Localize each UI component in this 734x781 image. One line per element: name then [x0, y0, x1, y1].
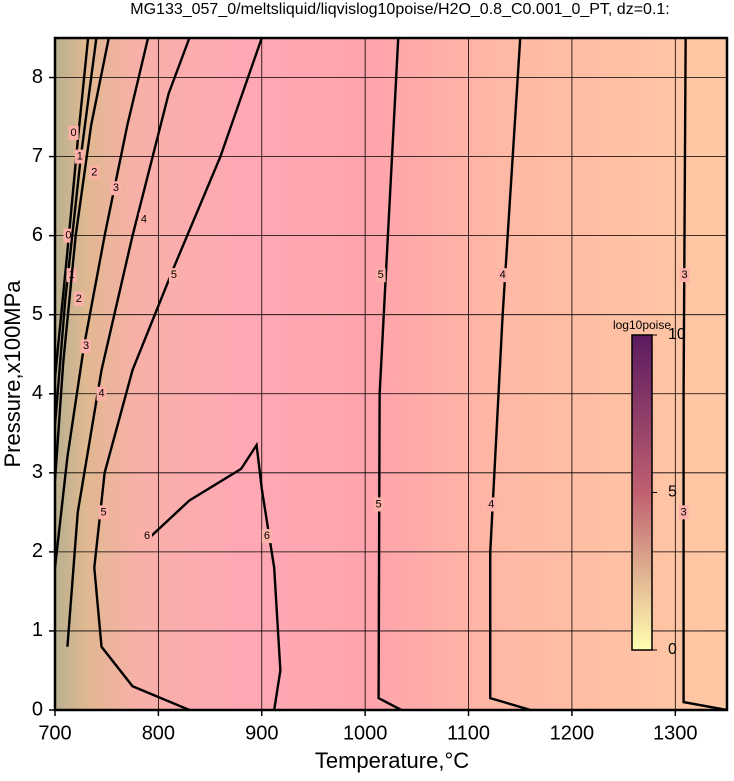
- contour-line: [55, 38, 110, 481]
- contour-label-bg: [497, 268, 508, 283]
- contour-line: [66, 38, 191, 647]
- x-tick-label: 1300: [653, 722, 698, 744]
- contour-label-bg: [261, 529, 272, 544]
- colorbar: [631, 334, 653, 651]
- x-tick-label: 1000: [343, 722, 388, 744]
- contour-label-bg: [486, 497, 497, 512]
- contour-label: 2: [91, 166, 97, 178]
- contour-label-bg: [110, 181, 121, 196]
- contour-label: 4: [500, 269, 506, 281]
- contour-label-bg: [89, 165, 100, 180]
- contour-label-bg: [678, 505, 689, 520]
- x-tick-label: 1200: [550, 722, 595, 744]
- y-tick-label: 1: [32, 619, 43, 641]
- y-tick-label: 2: [32, 540, 43, 562]
- contour-label: 6: [144, 530, 150, 542]
- contour-label: 5: [378, 269, 384, 281]
- x-tick-label: 700: [38, 722, 71, 744]
- contour-label: 0: [71, 127, 77, 139]
- y-tick-label: 7: [32, 145, 43, 167]
- contour-label: 5: [101, 506, 107, 518]
- x-tick-label: 800: [142, 722, 175, 744]
- contour-label: 3: [113, 182, 119, 194]
- contour-label: 2: [76, 293, 82, 305]
- contour-label: 1: [77, 150, 83, 162]
- contour-line: [682, 38, 727, 710]
- contour-label: 6: [264, 530, 270, 542]
- colorbar-label: log10poise: [613, 318, 671, 332]
- y-tick-label: 3: [32, 461, 43, 483]
- y-tick-label: 4: [32, 382, 43, 404]
- x-tick-label: 1100: [447, 722, 490, 744]
- contour-line: [489, 38, 531, 710]
- contour-label-bg: [96, 386, 107, 401]
- colorbar-tick-label: 5: [668, 484, 677, 501]
- y-tick-label: 8: [32, 66, 43, 88]
- y-axis-label: Pressure,x100MPa: [0, 280, 25, 468]
- contour-label-bg: [679, 268, 690, 283]
- contour-label: 3: [681, 506, 687, 518]
- plot-frame: [53, 36, 729, 712]
- contour-label: 0: [65, 230, 71, 242]
- contour-label-bg: [375, 268, 386, 283]
- contour-label: 5: [171, 269, 177, 281]
- colorbar-tick-label: 10: [668, 326, 686, 343]
- contour-label: 4: [98, 388, 104, 400]
- contour-line: [150, 441, 282, 710]
- contour-label: 3: [682, 269, 688, 281]
- contour-line: [93, 38, 263, 710]
- plot-background: [55, 38, 727, 710]
- contour-label-bg: [168, 268, 179, 283]
- contour-label: 4: [141, 214, 147, 226]
- x-axis-label: Temperature,°C: [315, 748, 469, 773]
- contour-label: 5: [376, 498, 382, 510]
- y-tick-label: 5: [32, 303, 43, 325]
- contour-label-bg: [138, 212, 149, 227]
- contour-label-bg: [73, 291, 84, 306]
- contour-line: [55, 38, 98, 426]
- x-tick-label: 900: [245, 722, 278, 744]
- y-tick-label: 0: [32, 698, 43, 720]
- colorbar-tick-label: 0: [668, 641, 677, 658]
- contour-label-bg: [98, 505, 109, 520]
- contour-label-bg: [74, 149, 85, 164]
- contour-label-bg: [373, 497, 384, 512]
- contour-line: [377, 38, 402, 710]
- y-tick-label: 6: [32, 224, 43, 246]
- contour-label-bg: [63, 228, 74, 243]
- contour-label: 3: [83, 340, 89, 352]
- contour-label-bg: [81, 339, 92, 354]
- contour-line: [55, 38, 150, 568]
- contour-label-bg: [68, 125, 79, 140]
- contour-label-bg: [142, 529, 153, 544]
- contour-label: 4: [488, 498, 494, 510]
- contour-line: [55, 38, 90, 379]
- chart-title: MG133_057_0/meltsliquid/liqvislog10poise…: [130, 1, 669, 18]
